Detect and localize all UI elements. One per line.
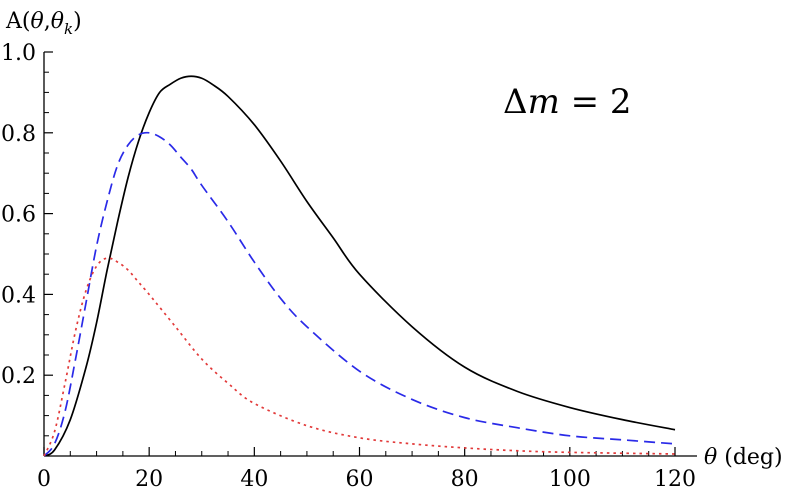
annotation-m: m [528, 82, 560, 122]
x-tick-label: 100 [549, 467, 591, 492]
ylabel-comma: , [44, 9, 51, 34]
xlabel-theta: θ [704, 445, 717, 470]
ylabel-theta: θ [30, 9, 43, 34]
x-tick-label: 40 [240, 467, 268, 492]
x-tick-label: 20 [135, 467, 163, 492]
series-line-solid-black [43, 75, 676, 457]
axes [43, 51, 697, 457]
x-axis-title: θ (deg) [704, 445, 783, 470]
series-line-dashed-blue [43, 131, 676, 457]
x-tick-label: 120 [654, 467, 696, 492]
minor-ticks [44, 71, 650, 456]
annotation-value: = 2 [560, 82, 632, 122]
ylabel-subscript-k: k [64, 20, 73, 38]
series-line-dotted-red [43, 257, 676, 457]
y-tick-label: 0.4 [1, 283, 36, 308]
major-ticks [43, 51, 676, 456]
series-layer [43, 75, 676, 457]
xlabel-unit: (deg) [717, 445, 782, 470]
y-tick-label: 1.0 [1, 41, 36, 66]
ylabel-theta-k: θ [51, 9, 64, 34]
x-tick-label: 80 [451, 467, 479, 492]
annotation-delta: Δ [503, 82, 528, 122]
ylabel-prefix: A( [5, 9, 30, 34]
y-tick-label: 0.6 [1, 203, 36, 228]
x-tick-label: 60 [346, 467, 374, 492]
x-tick-labels: 0 20 40 60 80 100 120 [37, 467, 696, 492]
x-tick-label: 0 [37, 467, 51, 492]
y-tick-label: 0.8 [1, 122, 36, 147]
delta-m-annotation: Δm = 2 [503, 82, 632, 122]
ylabel-suffix: ) [73, 9, 82, 34]
y-tick-labels: 0.2 0.4 0.6 0.8 1.0 [1, 41, 36, 389]
y-tick-label: 0.2 [1, 364, 36, 389]
y-axis-title: A(θ,θk) [5, 9, 82, 38]
